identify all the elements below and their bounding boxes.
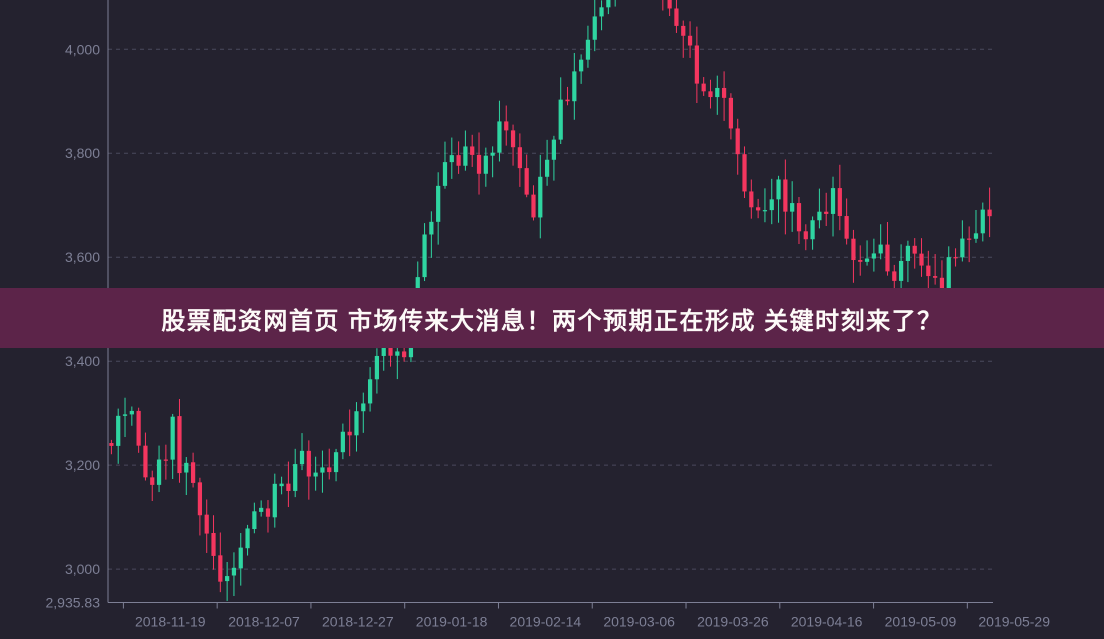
svg-text:3,200: 3,200 (65, 457, 100, 473)
svg-text:2019-01-18: 2019-01-18 (416, 614, 488, 630)
svg-text:3,400: 3,400 (65, 353, 100, 369)
svg-text:2018-11-19: 2018-11-19 (135, 614, 206, 630)
svg-text:3,800: 3,800 (65, 145, 100, 161)
svg-text:4,000: 4,000 (65, 41, 100, 57)
svg-text:2018-12-07: 2018-12-07 (228, 614, 300, 630)
svg-text:2,935.83: 2,935.83 (46, 595, 101, 611)
svg-text:3,000: 3,000 (65, 561, 100, 577)
svg-text:2019-04-16: 2019-04-16 (791, 614, 863, 630)
svg-text:2019-05-29: 2019-05-29 (978, 614, 1050, 630)
svg-text:3,600: 3,600 (65, 249, 100, 265)
svg-text:2019-02-14: 2019-02-14 (510, 614, 582, 630)
svg-text:2018-12-27: 2018-12-27 (322, 614, 394, 630)
svg-text:2019-05-09: 2019-05-09 (885, 614, 957, 630)
svg-text:2019-03-26: 2019-03-26 (697, 614, 769, 630)
svg-text:2019-03-06: 2019-03-06 (603, 614, 675, 630)
